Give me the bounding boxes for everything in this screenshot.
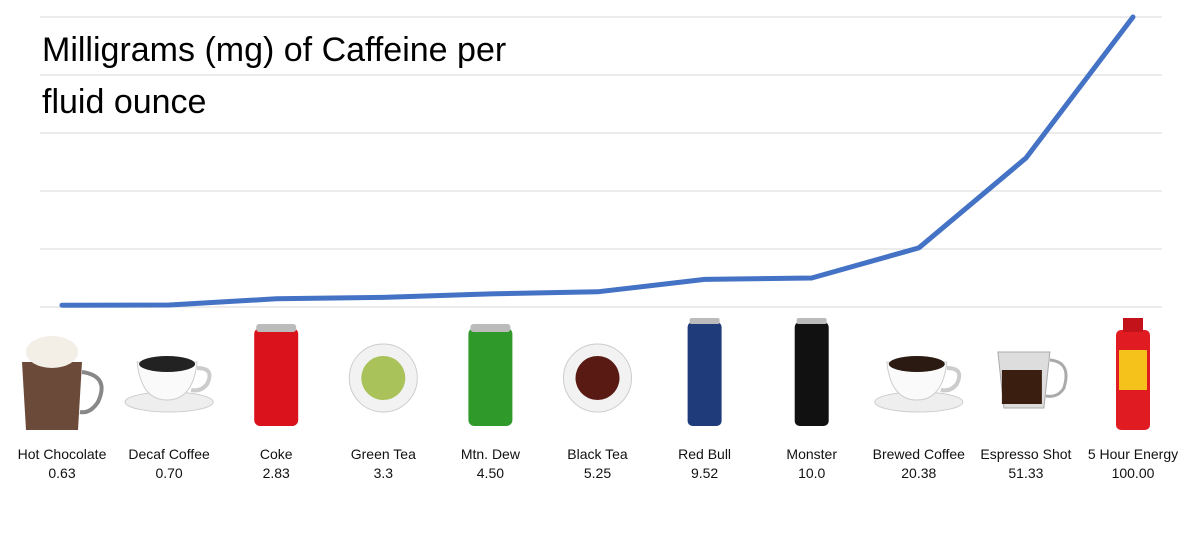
x-tick-label: Black Tea — [567, 446, 628, 462]
x-tick-label: Decaf Coffee — [128, 446, 210, 462]
x-tick-label: Coke — [260, 446, 293, 462]
x-tick-label: Red Bull — [678, 446, 731, 462]
value-label: 100.00 — [1112, 465, 1155, 481]
icon-body — [794, 322, 829, 426]
x-tick-label: Green Tea — [351, 446, 416, 462]
icon-cream — [26, 336, 78, 368]
icon-coffee — [888, 356, 945, 372]
value-label: 0.63 — [48, 465, 75, 481]
icon-top — [470, 324, 511, 332]
icon-top — [796, 318, 827, 324]
icon-coffee — [139, 356, 196, 372]
icon-body — [468, 328, 513, 426]
icon-top — [256, 324, 297, 332]
chart-title: Milligrams (mg) of Caffeine per fluid ou… — [42, 31, 507, 121]
value-label: 0.70 — [155, 465, 182, 481]
icon-body — [886, 361, 948, 401]
x-tick-label: Hot Chocolate — [18, 446, 107, 462]
icon-body — [136, 361, 198, 401]
icon-handle — [79, 370, 104, 415]
drink-icon — [794, 318, 829, 426]
drink-icon — [687, 318, 722, 426]
x-tick-label: 5 Hour Energy — [1088, 446, 1178, 462]
value-label: 4.50 — [477, 465, 504, 481]
icon-body — [254, 328, 299, 426]
value-label: 2.83 — [263, 465, 290, 481]
value-label: 51.33 — [1008, 465, 1043, 481]
value-label: 5.25 — [584, 465, 611, 481]
value-label: 9.52 — [691, 465, 718, 481]
icon-body — [22, 362, 82, 430]
drink-icon — [1116, 318, 1150, 430]
drink-icon — [254, 324, 299, 426]
icon-coffee — [1001, 370, 1042, 404]
icon-top — [689, 318, 720, 324]
value-label: 10.0 — [798, 465, 825, 481]
icon-handle — [190, 366, 212, 393]
icon-handle — [1045, 358, 1068, 398]
icon-cap — [1123, 318, 1143, 332]
drink-icon — [468, 324, 513, 426]
drink-icon — [997, 351, 1068, 409]
value-label: 3.3 — [374, 465, 394, 481]
icon-tea — [575, 356, 620, 400]
x-tick-label: Brewed Coffee — [873, 446, 966, 462]
drink-icon — [22, 336, 104, 430]
value-label: 20.38 — [901, 465, 936, 481]
x-tick-label: Espresso Shot — [980, 446, 1071, 462]
drink-icon — [563, 343, 632, 413]
icon-tea — [361, 356, 406, 400]
data-line — [59, 14, 1136, 308]
icon-label — [1119, 350, 1147, 390]
x-tick-label: Mtn. Dew — [461, 446, 521, 462]
drink-icon — [874, 356, 964, 413]
icon-handle — [940, 366, 962, 393]
x-tick-label: Monster — [786, 446, 837, 462]
drink-icon — [348, 343, 418, 413]
drink-icon — [124, 356, 214, 413]
icon-body — [687, 322, 722, 426]
